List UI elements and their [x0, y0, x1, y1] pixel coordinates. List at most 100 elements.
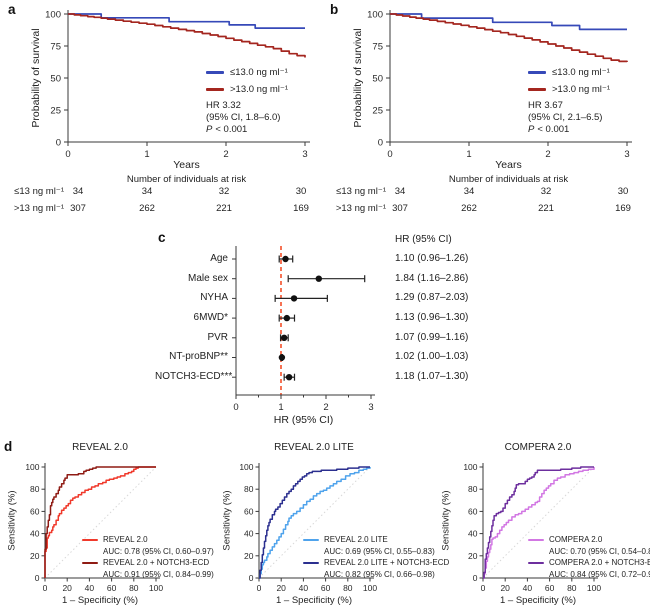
forest-plot: 0 1 2 3 [232, 246, 375, 413]
panel-d2: REVEAL 2.0 LITE Sensitivity (%) 0 20 40 60 8… [215, 437, 450, 615]
y-tick-label: 80 [244, 484, 254, 494]
y-tick-label: 75 [50, 42, 61, 53]
legend-item: REVEAL 2.0 [82, 534, 214, 546]
forest-row-value: 1.10 (0.96–1.26) [395, 253, 469, 264]
y-tick-label: 40 [244, 529, 254, 539]
legend-line-icon [303, 561, 319, 564]
forest-row-value: 1.18 (1.07–1.30) [395, 371, 469, 382]
p-text: P < 0.001 [528, 124, 602, 136]
km-plot-b: 0 25 50 75 100 0 1 2 3 [367, 10, 632, 160]
legend-line-low-icon [528, 71, 546, 74]
auc-text: AUC: 0.69 (95% CI, 0.55–0.83) [324, 546, 435, 556]
risk-row-label: ≤13 ng ml⁻¹ [336, 186, 386, 197]
y-tick-label: 40 [468, 529, 478, 539]
x-tick-label: 1 [278, 402, 283, 413]
p-label: P [528, 124, 535, 135]
panel-d1: REVEAL 2.0 Sensitivity (%) 0 20 40 60 80 100 0… [0, 437, 215, 615]
km-plot-a: 0 25 50 75 100 0 1 2 3 [45, 10, 310, 160]
legend-b: ≤13.0 ng ml⁻¹ >13.0 ng ml⁻¹ [528, 64, 610, 98]
hr-text: HR 3.32 [206, 100, 241, 111]
hr-point [290, 295, 298, 302]
x-tick-label: 20 [62, 583, 72, 593]
x-tick-label: 80 [567, 583, 577, 593]
legend-line-icon [528, 538, 544, 541]
legend-item: ≤13.0 ng ml⁻¹ [528, 64, 610, 81]
y-tick-label: 0 [378, 138, 383, 149]
risk-value: 169 [615, 203, 631, 214]
y-tick-label: 100 [367, 10, 383, 21]
legend-label: REVEAL 2.0 [103, 535, 148, 544]
y-tick-label: 40 [30, 529, 40, 539]
hr-point [285, 374, 293, 381]
forest-row-value: 1.07 (0.99–1.16) [395, 332, 469, 343]
y-tick-label: 100 [239, 462, 253, 472]
y-tick-label: 0 [249, 573, 254, 583]
forest-row-label: NT-proBNP** [169, 351, 228, 362]
x-tick-label: 100 [587, 583, 601, 593]
x-tick-label: 40 [85, 583, 95, 593]
survival-curve-0 [390, 13, 627, 31]
x-tick-label: 0 [43, 583, 48, 593]
y-tick-label: 50 [50, 74, 61, 85]
y-tick-label: 80 [468, 484, 478, 494]
panel-label-a: a [8, 2, 16, 17]
auc-text: AUC: 0.91 (95% CI, 0.84–0.99) [103, 569, 214, 579]
x-tick-label: 2 [323, 402, 328, 413]
y-tick-label: 25 [50, 106, 61, 117]
roc-plot-reveal: 0 20 40 60 80 100 0 20 40 60 80 100 [25, 462, 163, 593]
forest-row-value: 1.29 (0.87–2.03) [395, 292, 469, 303]
legend-label: COMPERA 2.0 + NOTCH3-ECD [549, 558, 650, 567]
x-tick-label: 1 [466, 149, 471, 160]
auc-text: AUC: 0.84 (95% CI, 0.72–0.95) [549, 569, 650, 579]
hr-point [278, 354, 286, 361]
risk-value: 262 [461, 203, 477, 214]
legend-item: COMPERA 2.0 [528, 534, 650, 546]
panel-d3: COMPERA 2.0 Sensitivity (%) 0 20 40 60 80 100… [430, 437, 650, 615]
y-tick-label: 0 [35, 573, 40, 583]
risk-value: 169 [293, 203, 309, 214]
hr-point [283, 314, 291, 322]
risk-row-label: >13 ng ml⁻¹ [13, 203, 64, 214]
legend-label-low: ≤13.0 ng ml⁻¹ [230, 67, 288, 78]
roc-title-compera: COMPERA 2.0 [504, 442, 572, 453]
roc-legend-reveal-lite: REVEAL 2.0 LITE AUC: 0.69 (95% CI, 0.55–… [303, 534, 449, 580]
hr-point [280, 334, 288, 341]
legend-line-high-icon [206, 88, 224, 91]
auc-text: AUC: 0.70 (95% CI, 0.54–0.86) [549, 546, 650, 556]
x-tick-label: 2 [545, 149, 550, 160]
risk-value: 307 [70, 203, 86, 214]
x-tick-label: 20 [276, 583, 286, 593]
legend-label-low: ≤13.0 ng ml⁻¹ [552, 67, 610, 78]
legend-a: ≤13.0 ng ml⁻¹ >13.0 ng ml⁻¹ [206, 64, 288, 98]
x-tick-label: 40 [523, 583, 533, 593]
risk-table-title-b: Number of individuals at risk [448, 174, 569, 185]
ci-text: (95% CI, 1.8–6.0) [206, 112, 281, 123]
survival-curve-1 [68, 13, 306, 58]
roc-x-axis-label: 1 – Specificity (%) [499, 595, 577, 606]
risk-row-label: >13 ng ml⁻¹ [335, 203, 386, 214]
y-tick-label: 75 [372, 42, 383, 53]
legend-line-icon [82, 538, 98, 541]
roc-title-reveal: REVEAL 2.0 [72, 442, 128, 453]
y-tick-label: 100 [25, 462, 39, 472]
survival-curve-1 [390, 13, 628, 63]
risk-value: 221 [216, 203, 232, 214]
forest-row-label: Age [210, 253, 228, 264]
panel-b: b Probability of survival 0 25 50 75 100 0 1 2 3… [322, 0, 647, 228]
risk-value: 262 [139, 203, 155, 214]
y-tick-label: 0 [56, 138, 61, 149]
x-tick-label: 80 [129, 583, 139, 593]
p-label: P [206, 124, 213, 135]
x-tick-label: 0 [65, 149, 70, 160]
risk-table-title-a: Number of individuals at risk [126, 174, 247, 185]
x-tick-label: 80 [343, 583, 353, 593]
forest-row-label: 6MWD* [193, 312, 228, 323]
legend-item: REVEAL 2.0 + NOTCH3-ECD [82, 557, 214, 569]
y-tick-label: 80 [30, 484, 40, 494]
x-tick-label: 20 [500, 583, 510, 593]
risk-value: 34 [141, 186, 153, 197]
y-tick-label: 20 [468, 551, 478, 561]
panel-label-d: d [4, 439, 13, 454]
legend-label: REVEAL 2.0 LITE + NOTCH3-ECD [324, 558, 450, 567]
